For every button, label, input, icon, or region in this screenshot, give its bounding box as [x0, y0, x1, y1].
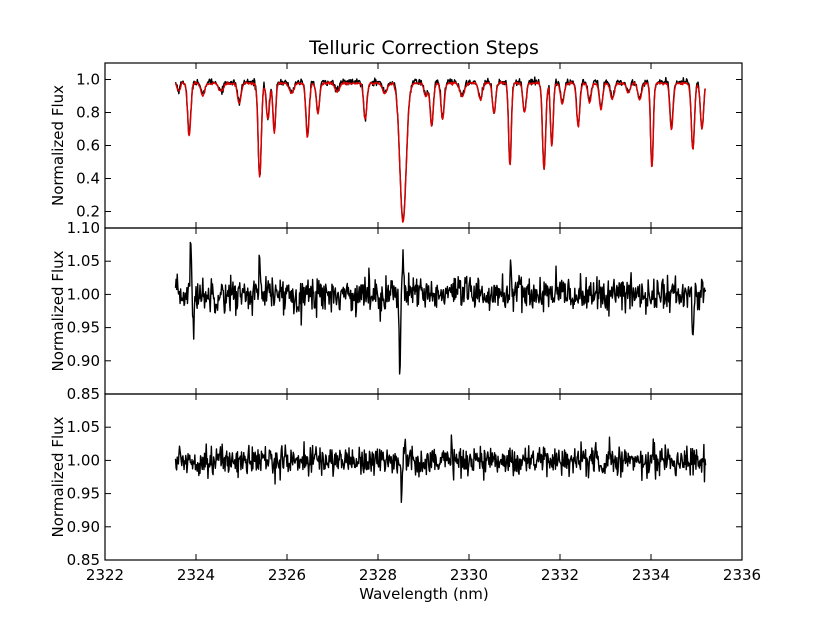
- panel-1-ytick-label: 0.6: [76, 137, 100, 155]
- panel-3-series-black: [174, 434, 707, 504]
- panel-3-ytick-label: 0.85: [67, 551, 100, 569]
- x-tick-label: 2324: [177, 566, 215, 584]
- panel-1-y-axis-label: Normalized Flux: [49, 85, 67, 206]
- x-tick-label: 2332: [541, 566, 579, 584]
- x-tick-label: 2334: [632, 566, 670, 584]
- panel-3-frame: [104, 393, 743, 561]
- x-tick-label: 2322: [86, 566, 124, 584]
- panel-2-ytick-label: 1.10: [67, 219, 100, 237]
- x-tick-label: 2326: [268, 566, 306, 584]
- panel-3-ytick-label: 1.00: [67, 451, 100, 469]
- x-tick-label: 2328: [359, 566, 397, 584]
- panel-3-ytick-label: 0.90: [67, 518, 100, 536]
- panel-3-ytick-label: 1.05: [67, 418, 100, 436]
- panel-1-series-black: [174, 76, 706, 220]
- panel-1-ytick-label: 0.2: [76, 203, 100, 221]
- panel-1-ytick-label: 1.0: [76, 71, 100, 89]
- x-tick-label: 2336: [723, 566, 761, 584]
- panel-1: 0.2 0.4 0.6 0.8 1.0 Normalized Flux: [49, 62, 743, 229]
- panel-2-ytick-label: 1.00: [67, 285, 100, 303]
- panel-3-y-axis-label: Normalized Flux: [49, 416, 67, 537]
- chart-title: Telluric Correction Steps: [308, 37, 539, 59]
- panel-1-ytick-label: 0.8: [76, 104, 100, 122]
- panel-2-ytick-label: 0.85: [67, 385, 100, 403]
- panel-1-ytick-label: 0.4: [76, 170, 100, 188]
- x-tick-label: 2330: [450, 566, 488, 584]
- panel-2-y-axis-label: Normalized Flux: [49, 250, 67, 371]
- x-axis-label: Wavelength (nm): [359, 585, 489, 603]
- panel-2-ytick-label: 0.95: [67, 319, 100, 337]
- panel-2-ytick-label: 0.90: [67, 352, 100, 370]
- panel-1-series-red: [174, 80, 706, 223]
- panel-2-ytick-label: 1.05: [67, 252, 100, 270]
- panel-3-ytick-label: 0.95: [67, 485, 100, 503]
- panel-2-series-black: [174, 241, 707, 375]
